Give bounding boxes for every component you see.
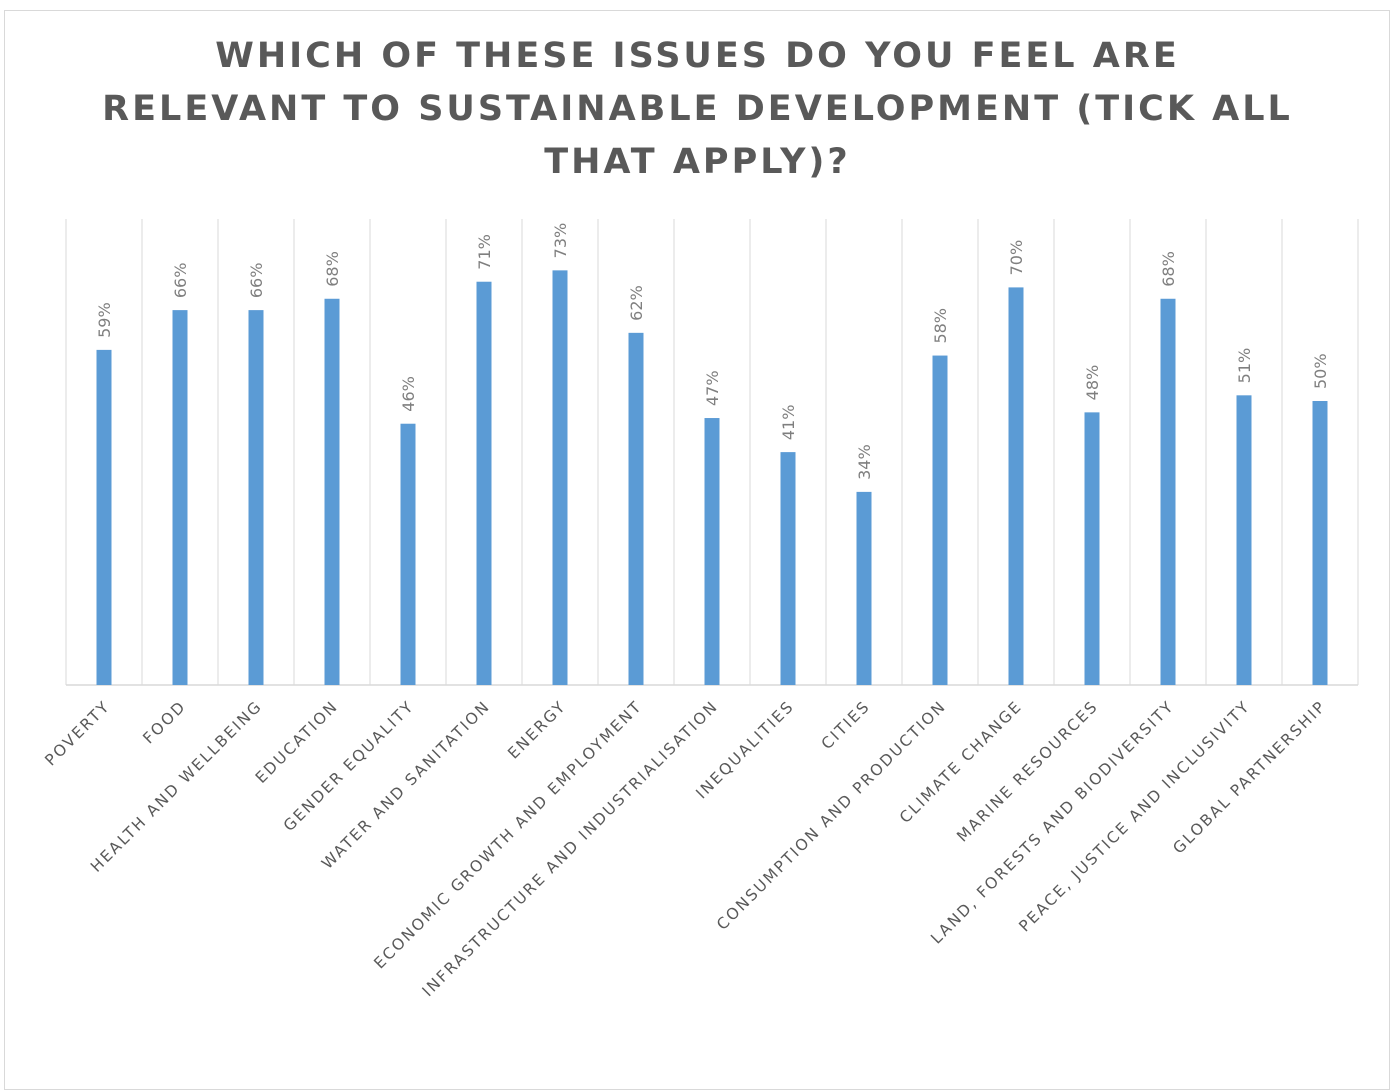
data-label: 62% [627, 285, 646, 321]
category-label: HEALTH AND WELLBEING [87, 697, 266, 876]
bar [248, 310, 264, 685]
bar [780, 452, 796, 685]
data-label: 47% [703, 370, 722, 406]
bar [628, 332, 644, 685]
chart-title-line-2: RELEVANT TO SUSTAINABLE DEVELOPMENT (TIC… [102, 89, 1293, 129]
data-label: 70% [1007, 240, 1026, 276]
bar [324, 298, 340, 685]
category-label: WATER AND SANITATION [318, 697, 494, 873]
data-label: 46% [399, 376, 418, 412]
category-label: CITIES [818, 697, 874, 753]
bar [552, 270, 568, 685]
data-label: 58% [931, 308, 950, 344]
data-label: 48% [1083, 365, 1102, 401]
bars [96, 270, 1328, 685]
category-label: GENDER EQUALITY [280, 697, 418, 835]
data-label: 66% [171, 263, 190, 299]
bar [1236, 395, 1252, 685]
bar [1008, 287, 1024, 685]
bar [476, 281, 492, 685]
data-label: 68% [323, 251, 342, 287]
data-label: 59% [95, 302, 114, 338]
data-label: 41% [779, 405, 798, 441]
category-label: MARINE RESOURCES [953, 697, 1102, 846]
chart-title-line-1: WHICH OF THESE ISSUES DO YOU FEEL ARE [215, 36, 1180, 76]
bar [704, 418, 720, 685]
data-label: 51% [1235, 348, 1254, 384]
bar [856, 491, 872, 685]
value-labels: 59% 66% 66% 68% 46% 71% 73% 62% 47% 41% 34% 58% 70% 4… [95, 223, 1330, 480]
bar [1312, 401, 1328, 685]
category-label: GLOBAL PARTNERSHIP [1170, 697, 1330, 857]
data-label: 66% [247, 263, 266, 299]
data-label: 68% [1159, 251, 1178, 287]
bar [96, 349, 112, 685]
bar [1160, 298, 1176, 685]
chart-frame [4, 10, 1390, 1090]
category-label: POVERTY [42, 697, 114, 769]
chart-title: WHICH OF THESE ISSUES DO YOU FEEL ARE RE… [0, 30, 1395, 189]
category-label: INFRASTRUCTURE AND INDUSTRIALISATION [419, 697, 722, 1000]
bar [932, 355, 948, 685]
bar [400, 423, 416, 685]
bar [172, 310, 188, 685]
data-label: 71% [475, 234, 494, 270]
bar [1084, 412, 1100, 685]
gridlines [65, 219, 1359, 686]
chart-title-line-3: THAT APPLY)? [544, 142, 851, 182]
data-label: 34% [855, 444, 874, 480]
category-label: FOOD [139, 697, 189, 747]
data-label: 50% [1311, 353, 1330, 389]
data-label: 73% [551, 223, 570, 259]
category-label: ENERGY [504, 697, 570, 763]
category-label: CLIMATE CHANGE [896, 697, 1026, 827]
category-label: ECONOMIC GROWTH AND EMPLOYMENT [370, 697, 645, 972]
